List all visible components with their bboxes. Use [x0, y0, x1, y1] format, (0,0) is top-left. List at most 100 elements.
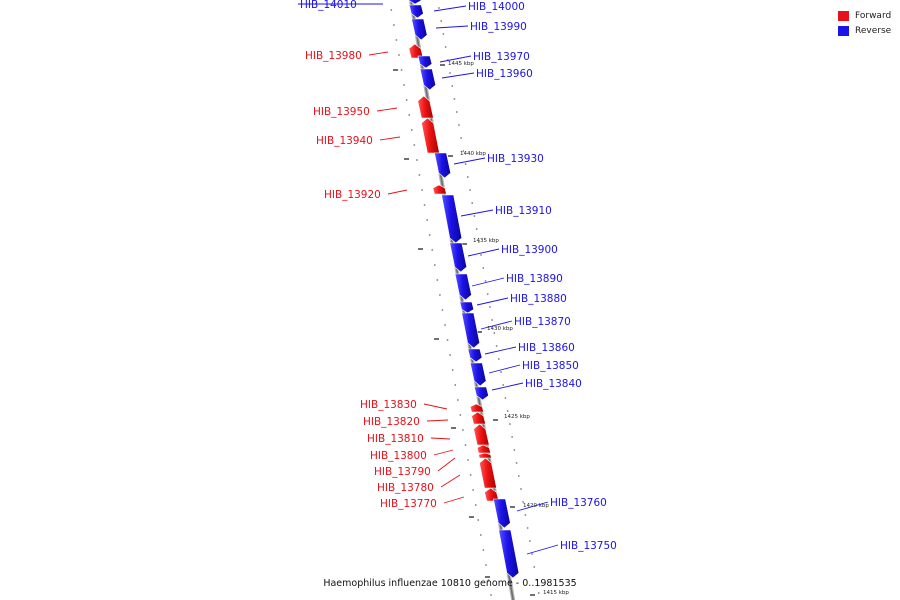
gene-label-hib_13820[interactable]: HIB_13820: [363, 416, 420, 428]
gene-label-hib_13900[interactable]: HIB_13900: [501, 244, 558, 256]
gene-arrow-hib_13870[interactable]: [461, 312, 481, 349]
leader-line: [433, 449, 454, 456]
gene-arrow-hib_13900[interactable]: [449, 242, 468, 273]
leader-line: [491, 382, 524, 391]
gene-label-hib_13880[interactable]: HIB_13880: [510, 293, 567, 305]
leader-line: [423, 403, 448, 410]
gene-label-hib_13870[interactable]: HIB_13870: [514, 316, 571, 328]
gene-label-hib_13760[interactable]: HIB_13760: [550, 497, 607, 509]
gene-label-hib_13770[interactable]: HIB_13770: [380, 498, 437, 510]
gene-label-hib_13910[interactable]: HIB_13910: [495, 205, 552, 217]
leader-line: [433, 5, 467, 12]
gene-label-hib_13920[interactable]: HIB_13920: [324, 189, 381, 201]
scale-label: 1420 kbp: [523, 503, 549, 509]
gene-label-hib_14000[interactable]: HIB_14000: [468, 1, 525, 13]
gene-label-hib_13970[interactable]: HIB_13970: [473, 51, 530, 63]
gene-arrow-hib_13860[interactable]: [467, 348, 483, 363]
gene-label-hib_13790[interactable]: HIB_13790: [374, 466, 431, 478]
gene-arrow-hib_14000[interactable]: [408, 4, 424, 19]
gene-arrow-hib_13830[interactable]: [469, 403, 484, 413]
genome-title: Haemophilus influenzae 10810 genome - 0.…: [323, 578, 577, 589]
scale-label: 1435 kbp: [473, 238, 499, 244]
gene-arrow-hib_13750[interactable]: [498, 529, 520, 579]
leader-line: [437, 457, 456, 472]
scale-label: 1425 kbp: [504, 414, 530, 420]
scale-labels: 1445 kbp 1440 kbp 1435 kbp 1430 kbp 1425 kbp…: [440, 61, 569, 596]
legend-reverse: Reverse: [838, 23, 891, 38]
gene-label-hib_13980[interactable]: HIB_13980: [305, 50, 362, 62]
leader-line: [439, 55, 472, 63]
gene-arrow-hib_13790[interactable]: [478, 452, 492, 459]
legend: Forward Reverse: [838, 8, 891, 38]
leader-line: [376, 107, 398, 112]
gene-arrow-hib_13800[interactable]: [476, 444, 491, 454]
gene-label-hib_14010[interactable]: HIB_14010: [300, 0, 357, 11]
scale-label: 1430 kbp: [487, 326, 513, 332]
gene-arrow-hib_13940[interactable]: [421, 117, 440, 154]
gene-label-hib_13810[interactable]: HIB_13810: [367, 433, 424, 445]
scale-label: 1440 kbp: [460, 151, 486, 157]
forward-swatch: [838, 10, 849, 21]
gene-arrow-hib_13760[interactable]: [493, 498, 511, 529]
gene-label-hib_13860[interactable]: HIB_13860: [518, 342, 575, 354]
leader-line: [368, 51, 389, 56]
gene-arrow-hib_13810[interactable]: [473, 423, 490, 446]
leader-line: [484, 346, 517, 355]
gene-arrow-hib_13770[interactable]: [484, 487, 500, 502]
leader-line: [441, 72, 475, 79]
scale-label: 1415 kbp: [543, 590, 569, 596]
gene-label-hib_13940[interactable]: HIB_13940: [316, 135, 373, 147]
leader-line: [488, 364, 521, 374]
gene-arrow-hib_13840[interactable]: [473, 386, 489, 401]
gene-label-hib_13800[interactable]: HIB_13800: [370, 450, 427, 462]
gene-label-hib_13830[interactable]: HIB_13830: [360, 399, 417, 411]
gene-arrow-hib_13950[interactable]: [417, 95, 434, 119]
gene-label-hib_13890[interactable]: HIB_13890: [506, 273, 563, 285]
gene-label-hib_13840[interactable]: HIB_13840: [525, 378, 582, 390]
leader-line: [480, 320, 513, 330]
gene-arrow-hib_13880[interactable]: [459, 301, 475, 314]
legend-forward-label: Forward: [855, 10, 892, 21]
leader-line: [426, 419, 449, 422]
gene-label-hib_13930[interactable]: HIB_13930: [487, 153, 544, 165]
gene-arrow-hib_13920[interactable]: [432, 184, 447, 195]
leader-line: [526, 544, 559, 555]
leader-line: [379, 136, 401, 141]
gene-arrow-hib_14010[interactable]: [407, 0, 422, 5]
legend-reverse-label: Reverse: [855, 25, 892, 36]
leader-line: [443, 496, 465, 504]
leader-line: [471, 277, 505, 287]
leader-line: [476, 297, 509, 306]
gene-arrow-hib_13820[interactable]: [471, 411, 487, 425]
gene-label-hib_13960[interactable]: HIB_13960: [476, 68, 533, 80]
gene-label-hib_13850[interactable]: HIB_13850: [522, 360, 579, 372]
gene-label-hib_13950[interactable]: HIB_13950: [313, 106, 370, 118]
leader-line: [460, 209, 494, 217]
gene-label-hib_13750[interactable]: HIB_13750: [560, 540, 617, 552]
leader-line: [387, 189, 408, 195]
gene-label-hib_13990[interactable]: HIB_13990: [470, 21, 527, 33]
leader-line: [453, 157, 486, 165]
gene-arrow-hib_13960[interactable]: [419, 68, 437, 91]
gene-arrow-hib_13910[interactable]: [441, 194, 463, 244]
leader-line: [467, 248, 500, 257]
gene-features: [407, 0, 520, 579]
gene-arrow-hib_13850[interactable]: [469, 362, 487, 387]
leader-line: [435, 25, 469, 29]
gene-arrow-hib_13990[interactable]: [411, 18, 428, 41]
legend-forward: Forward: [838, 8, 891, 23]
reverse-swatch: [838, 25, 849, 36]
gene-label-hib_13780[interactable]: HIB_13780: [377, 482, 434, 494]
gene-arrow-hib_13970[interactable]: [417, 55, 433, 69]
scale-label: 1445 kbp: [448, 61, 474, 67]
gene-arrow-hib_13980[interactable]: [408, 43, 424, 59]
leader-line: [516, 501, 549, 512]
gene-arrow-hib_13890[interactable]: [454, 273, 472, 301]
gene-arrow-hib_13930[interactable]: [434, 152, 452, 179]
gene-arrow-hib_13780[interactable]: [479, 457, 497, 489]
tick-marks: [390, 7, 540, 596]
leader-line: [440, 474, 461, 488]
leader-line: [430, 437, 451, 440]
gene-labels: HIB_14010 HIB_14000 HIB_13990 HIB_13980 HIB_…: [298, 0, 617, 555]
